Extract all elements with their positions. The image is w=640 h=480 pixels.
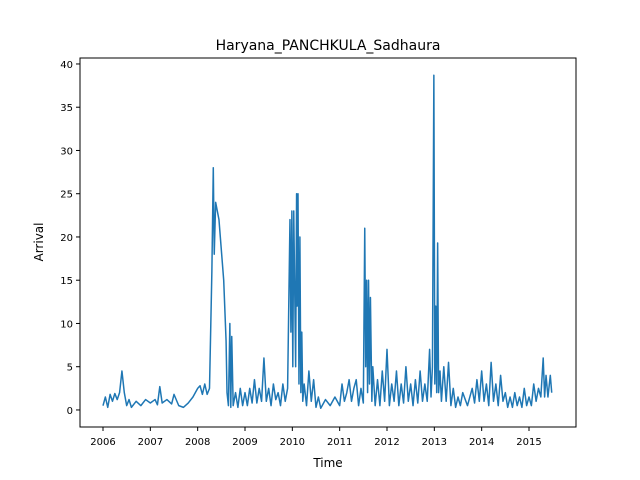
x-tick-label: 2009 <box>232 437 257 448</box>
x-tick-label: 2014 <box>469 437 494 448</box>
x-tick-label: 2008 <box>185 437 210 448</box>
y-tick-label: 40 <box>60 60 73 71</box>
x-tick-label: 2007 <box>138 437 163 448</box>
x-axis-label: Time <box>312 456 342 470</box>
x-tick-label: 2013 <box>422 437 447 448</box>
y-axis-label: Arrival <box>32 223 46 262</box>
y-tick-label: 20 <box>60 233 73 244</box>
y-tick-label: 15 <box>60 276 73 287</box>
chart-title: Haryana_PANCHKULA_Sadhaura <box>216 38 441 54</box>
plot-frame <box>79 57 577 428</box>
x-tick-label: 2011 <box>327 437 352 448</box>
line-series <box>102 74 553 409</box>
x-tick-label: 2010 <box>280 437 305 448</box>
y-tick-label: 5 <box>67 363 73 374</box>
x-tick-label: 2015 <box>516 437 541 448</box>
y-tick-label: 30 <box>60 146 73 157</box>
x-tick-label: 2012 <box>374 437 399 448</box>
y-tick-label: 35 <box>60 103 73 114</box>
x-tick-label: 2006 <box>90 437 115 448</box>
y-tick-label: 25 <box>60 190 73 201</box>
y-tick-label: 10 <box>60 319 73 330</box>
y-tick-label: 0 <box>67 406 73 417</box>
